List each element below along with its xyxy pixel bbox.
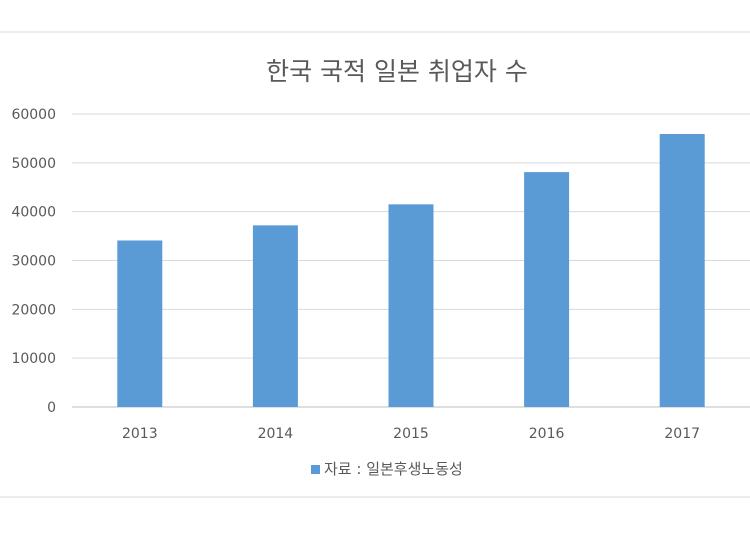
- legend: 자료 : 일본후생노동성: [311, 460, 463, 478]
- bar-2014: [252, 225, 298, 407]
- y-tick-label: 0: [47, 400, 56, 416]
- bar-2017: [659, 134, 705, 407]
- x-axis-ticks: 2013 2014 2015 2016 2017: [122, 426, 700, 442]
- bar-2016: [524, 172, 570, 407]
- x-tick-label: 2014: [258, 426, 294, 442]
- y-tick-label: 40000: [11, 205, 56, 221]
- y-axis-ticks: 0 10000 20000 30000 40000 50000 60000: [11, 107, 56, 416]
- x-tick-label: 2016: [529, 426, 565, 442]
- x-tick-label: 2017: [664, 426, 700, 442]
- legend-label: 자료 : 일본후생노동성: [324, 460, 463, 478]
- x-tick-label: 2015: [393, 426, 429, 442]
- chart-title: 한국 국적 일본 취업자 수: [266, 57, 528, 86]
- bars: [117, 134, 705, 407]
- bar-2013: [117, 240, 163, 407]
- bar-2015: [388, 204, 434, 407]
- y-tick-label: 30000: [11, 254, 56, 270]
- x-tick-label: 2013: [122, 426, 158, 442]
- y-tick-label: 20000: [11, 302, 56, 318]
- y-tick-label: 50000: [11, 156, 56, 172]
- y-tick-label: 60000: [11, 107, 56, 123]
- y-tick-label: 10000: [11, 351, 56, 367]
- legend-swatch: [311, 465, 320, 474]
